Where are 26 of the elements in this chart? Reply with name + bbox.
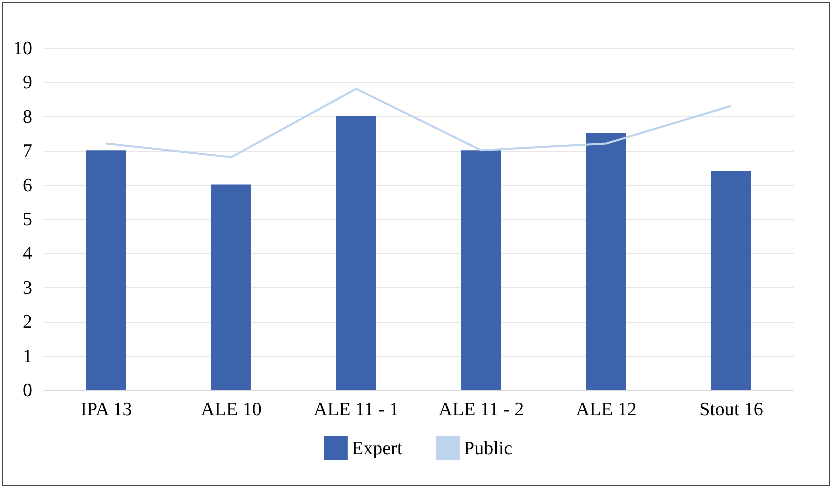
bar [86, 150, 126, 390]
y-tick-label: 8 [23, 106, 32, 128]
bar [712, 171, 752, 390]
x-tick-label: ALE 10 [201, 400, 262, 420]
y-tick-label: 10 [14, 38, 32, 60]
bar [212, 184, 252, 390]
x-tick-label: Stout 16 [700, 400, 764, 420]
x-tick-label: ALE 11 - 1 [314, 400, 400, 420]
legend-label: Expert [352, 438, 404, 460]
y-tick-label: 9 [23, 72, 32, 94]
y-tick-label: 7 [23, 141, 32, 162]
y-tick-label: 4 [23, 244, 33, 265]
bar [462, 150, 502, 390]
y-tick-label: 2 [23, 312, 32, 334]
y-tick-label: 0 [23, 380, 32, 402]
y-tick-label: 5 [23, 210, 32, 230]
x-tick-label: IPA 13 [80, 400, 132, 420]
y-tick-label: 6 [23, 175, 32, 196]
y-tick-label: 1 [23, 346, 32, 368]
x-tick-label: ALE 11 - 2 [438, 400, 524, 420]
y-tick-label: 3 [23, 278, 32, 299]
bar [336, 116, 376, 390]
bar [586, 134, 626, 390]
legend-label: Public [464, 438, 513, 460]
x-tick-label: ALE 12 [576, 400, 637, 420]
line-series [106, 88, 732, 158]
